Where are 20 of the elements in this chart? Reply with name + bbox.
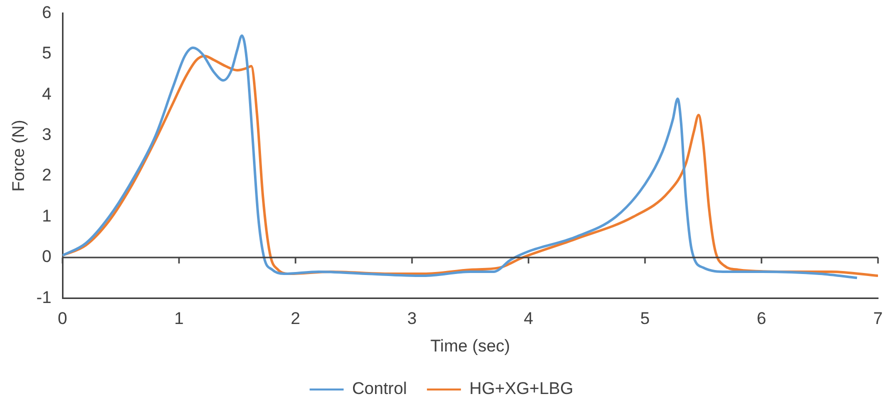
legend-label: Control — [352, 379, 407, 398]
y-tick-label: 6 — [42, 2, 52, 22]
legend-label: HG+XG+LBG — [469, 379, 574, 398]
y-tick-label: 5 — [42, 44, 52, 63]
y-axis-title: Force (N) — [8, 120, 28, 192]
x-tick-label: 4 — [524, 309, 534, 328]
y-tick-label: 4 — [42, 84, 52, 104]
x-tick-label: 6 — [756, 309, 766, 328]
x-tick-label: 2 — [290, 309, 300, 328]
x-tick-label: 5 — [640, 309, 650, 328]
x-tick-label: 7 — [873, 309, 883, 328]
y-tick-label: 0 — [42, 247, 52, 266]
y-tick-label: 2 — [42, 166, 52, 185]
x-tick-label: 1 — [174, 309, 184, 328]
y-tick-label: 3 — [42, 125, 52, 144]
x-tick-label: 0 — [58, 309, 68, 328]
y-tick-label: 1 — [42, 206, 52, 226]
y-tick-label: -1 — [36, 288, 52, 307]
x-axis-title: Time (sec) — [430, 336, 510, 356]
x-tick-label: 3 — [407, 309, 417, 328]
